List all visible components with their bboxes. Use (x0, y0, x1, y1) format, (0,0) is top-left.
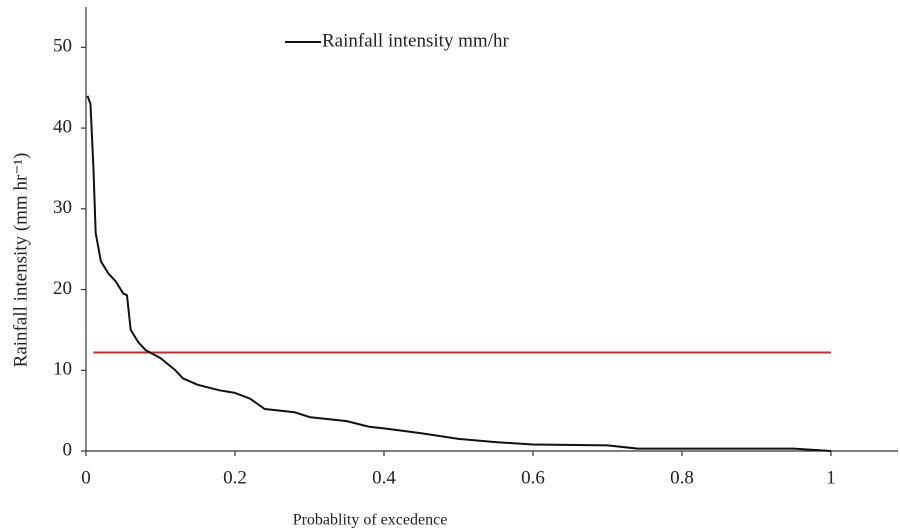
y-tick-label: 40 (53, 116, 72, 137)
y-tick-label: 20 (53, 278, 72, 299)
legend-label: Rainfall intensity mm/hr (322, 30, 509, 51)
y-tick-label: 30 (53, 197, 72, 218)
line-series (86, 95, 832, 452)
x-axis-label: Probablity of excedence (293, 512, 448, 529)
y-axis-label: Rainfall intensity (mm hr⁻¹) (10, 153, 31, 368)
y-tick-label: 50 (53, 36, 72, 57)
x-tick-label: 1 (826, 467, 836, 488)
x-tick-label: 0.8 (670, 467, 694, 488)
x-tick-label: 0.6 (521, 467, 545, 488)
x-tick-label: 0 (81, 467, 91, 488)
x-tick-label: 0.2 (223, 467, 247, 488)
x-tick-label: 0.4 (372, 467, 396, 488)
y-tick-label: 0 (63, 439, 73, 460)
y-tick-label: 10 (53, 359, 72, 380)
